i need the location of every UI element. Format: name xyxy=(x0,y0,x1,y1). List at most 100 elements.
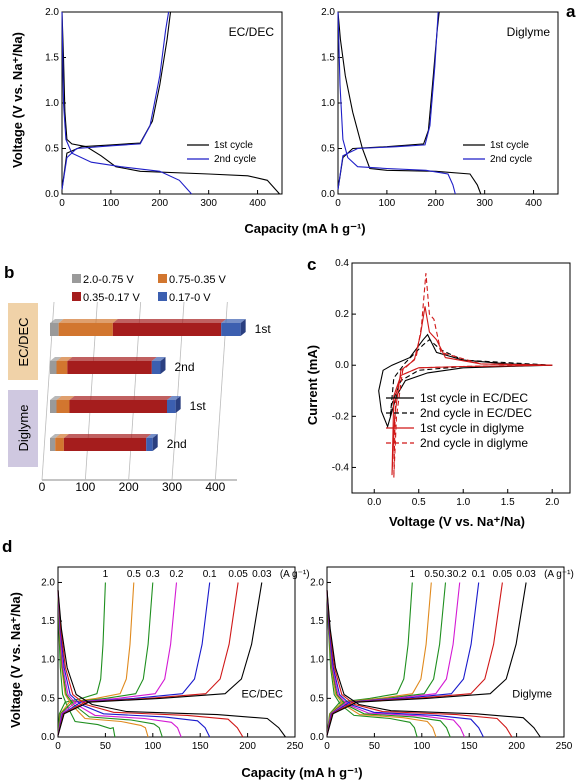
rate-label: 0.03 xyxy=(252,569,272,580)
d-ylabel: Voltage (V vs. Na⁺/Na) xyxy=(8,592,23,728)
series-discharge-line xyxy=(326,590,541,738)
series-discharge-line xyxy=(57,590,211,738)
bar-segment xyxy=(221,323,241,336)
legend-swatch xyxy=(158,292,167,301)
bar-segment xyxy=(50,323,59,336)
x-tick-label: 0 xyxy=(335,198,341,209)
x-tick-label: 2.0 xyxy=(545,497,559,508)
legend-entry: 2nd cycle xyxy=(214,154,257,165)
y-tick-label: 0.5 xyxy=(321,144,335,155)
y-tick-label: 1.5 xyxy=(310,616,324,627)
legend-swatch xyxy=(158,274,167,283)
d-xlabel: Capacity (mA h g⁻¹) xyxy=(241,765,362,780)
x-tick-label: 100 xyxy=(103,198,120,209)
rate-label: 1 xyxy=(410,569,416,580)
y-tick-label: -0.4 xyxy=(332,462,350,473)
series-discharge-line xyxy=(326,590,513,738)
x-tick-label: 1.5 xyxy=(501,497,515,508)
bar-side xyxy=(152,434,158,451)
bar-top xyxy=(50,396,62,400)
bar-segment xyxy=(55,438,64,451)
rate-label: 0.1 xyxy=(472,569,486,580)
x-tick-label: 0 xyxy=(324,741,330,752)
x-tick-label: 150 xyxy=(192,741,209,752)
y-tick-label: 2.0 xyxy=(41,577,55,588)
bar-top xyxy=(146,434,158,438)
y-tick-label: 2.0 xyxy=(310,577,324,588)
plot-frame xyxy=(337,11,559,195)
y-tick-label: 0.0 xyxy=(335,360,349,371)
x-tick-label: 200 xyxy=(119,480,139,494)
series-discharge-line xyxy=(326,590,484,738)
bar-segment xyxy=(50,438,56,451)
x-tick-label: 100 xyxy=(413,741,430,752)
x-tick-label: 200 xyxy=(427,198,444,209)
plot-frame xyxy=(326,566,565,738)
bar-segment xyxy=(56,361,68,374)
series-charge-line xyxy=(326,582,527,736)
y-tick-label: 1.5 xyxy=(321,53,335,64)
series-line xyxy=(61,11,170,190)
x-tick-label: 200 xyxy=(151,198,168,209)
annotation-label: EC/DEC xyxy=(241,688,283,700)
y-tick-label: 0.5 xyxy=(310,693,324,704)
y-tick-label: 2.0 xyxy=(321,7,335,18)
x-tick-label: 250 xyxy=(556,741,573,752)
series-charge-line xyxy=(57,582,135,736)
legend-entry: 1st cycle xyxy=(214,140,253,151)
legend-entry: 0.17-0 V xyxy=(169,292,211,304)
series-line xyxy=(337,11,439,190)
series-line xyxy=(337,11,482,195)
y-tick-label: 0.5 xyxy=(45,144,59,155)
bar-top xyxy=(50,434,61,438)
panel-label-b: b xyxy=(4,263,14,282)
rate-label: 0.05 xyxy=(493,569,513,580)
series-charge-line xyxy=(57,582,263,736)
bar-top xyxy=(112,319,227,323)
y-tick-label: 0.0 xyxy=(321,189,335,200)
chart-b-bars: 0 100 200 300 400 EC/DEC Diglyme 2.0-0.75 V 0.75… xyxy=(8,274,271,494)
bar-label: 1st xyxy=(255,322,272,336)
rate-label: 0.3 xyxy=(439,569,453,580)
x-tick-label: 50 xyxy=(100,741,112,752)
bar-segment xyxy=(112,323,222,336)
legend-entry: 2nd cycle in EC/DEC xyxy=(420,406,532,420)
rate-unit-label: (A g⁻¹) xyxy=(280,569,310,580)
series-line xyxy=(393,273,553,478)
x-tick-label: 400 xyxy=(525,198,542,209)
panel-label-a: a xyxy=(566,2,576,21)
y-tick-label: 0.2 xyxy=(335,309,349,320)
x-tick-label: 50 xyxy=(369,741,381,752)
panel-label-d: d xyxy=(2,537,12,556)
y-tick-label: 2.0 xyxy=(45,7,59,18)
y-tick-label: 0.0 xyxy=(45,189,59,200)
y-tick-label: 1.0 xyxy=(310,655,324,666)
rate-label: 0.5 xyxy=(127,569,141,580)
rate-label: 0.3 xyxy=(146,569,160,580)
bar-top xyxy=(167,396,181,400)
bar-side xyxy=(240,319,246,336)
a-ylabel: Voltage (V vs. Na⁺/Na) xyxy=(10,32,25,168)
legend-entry: 1st cycle xyxy=(490,140,529,151)
bar-segment xyxy=(69,400,167,413)
chart-a-diglyme: 0 100 200 300 400 0.0 0.5 1.0 1.5 2.0 Diglyme 1st c… xyxy=(321,7,559,209)
x-tick-label: 0 xyxy=(39,480,46,494)
bar-segment xyxy=(50,361,57,374)
legend-entry: 1st cycle in diglyme xyxy=(420,421,524,435)
x-tick-label: 1.0 xyxy=(456,497,470,508)
y-tick-label: 0.5 xyxy=(41,693,55,704)
series-charge-line xyxy=(57,582,154,736)
c-xlabel: Voltage (V vs. Na⁺/Na) xyxy=(389,514,525,529)
bar-segment xyxy=(63,438,147,451)
bar-top xyxy=(221,319,246,323)
group-box-ecdec xyxy=(8,303,38,380)
x-tick-label: 300 xyxy=(476,198,493,209)
x-tick-label: 0.5 xyxy=(412,497,426,508)
rate-label: 0.03 xyxy=(516,569,536,580)
legend-swatch xyxy=(72,292,81,301)
series-line xyxy=(61,11,193,195)
series-charge-line xyxy=(326,582,480,736)
bar-top xyxy=(151,357,166,361)
series-charge-line xyxy=(57,582,211,736)
